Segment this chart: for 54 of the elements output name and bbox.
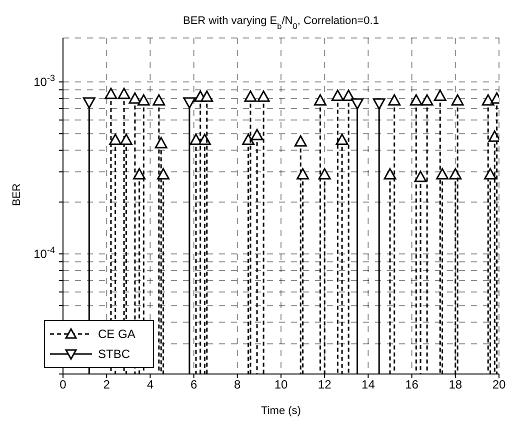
- point: [157, 168, 170, 180]
- chart-title: BER with varying E$_{b}$/N$_{0}$, Correlation=0.1: [183, 15, 379, 30]
- point: [128, 92, 142, 104]
- point: [154, 136, 168, 148]
- point: [250, 128, 264, 140]
- point: [414, 170, 427, 182]
- point: [331, 90, 344, 101]
- point: [118, 88, 130, 100]
- point: [434, 90, 446, 101]
- point: [120, 134, 132, 146]
- point: [388, 94, 401, 106]
- y-tick-label: 10$^{-4}$: [34, 244, 55, 261]
- point: [133, 168, 146, 180]
- point: [336, 134, 348, 146]
- x-tick-label: 16: [405, 378, 419, 392]
- point: [183, 97, 196, 109]
- x-tick-label: 10: [274, 378, 288, 392]
- point: [109, 134, 122, 146]
- point: [137, 94, 150, 106]
- point: [257, 90, 270, 102]
- point: [342, 90, 355, 101]
- point: [451, 94, 464, 106]
- point: [484, 168, 497, 180]
- x-tick-label: 0: [60, 378, 67, 392]
- point: [449, 168, 462, 180]
- point: [104, 88, 118, 100]
- point: [294, 135, 307, 147]
- legend-label: CE GA: [98, 327, 136, 341]
- x-tick-label: 14: [362, 378, 376, 392]
- point: [410, 94, 422, 106]
- y-tick-label: 10$^{-3}$: [34, 72, 55, 89]
- point: [314, 94, 326, 106]
- x-tick-label: 2: [103, 378, 110, 392]
- x-tick-label: 20: [492, 378, 506, 392]
- x-tick-label: 12: [318, 378, 332, 392]
- point: [82, 97, 96, 109]
- x-axis-title: Time (s): [261, 405, 301, 417]
- point: [351, 98, 364, 110]
- y-axis-title: BER: [10, 183, 23, 206]
- point: [436, 168, 449, 180]
- point: [372, 98, 386, 110]
- x-tick-label: 6: [190, 378, 198, 392]
- point: [384, 168, 396, 180]
- point: [244, 90, 257, 102]
- legend-label: STBC: [98, 347, 130, 361]
- point: [318, 168, 331, 180]
- point: [482, 94, 494, 106]
- point: [200, 90, 214, 102]
- x-tick-label: 4: [146, 378, 154, 392]
- point: [296, 168, 310, 180]
- x-tick-label: 8: [234, 378, 242, 392]
- point: [152, 94, 166, 106]
- x-tick-label: 18: [448, 378, 462, 392]
- point: [420, 94, 434, 106]
